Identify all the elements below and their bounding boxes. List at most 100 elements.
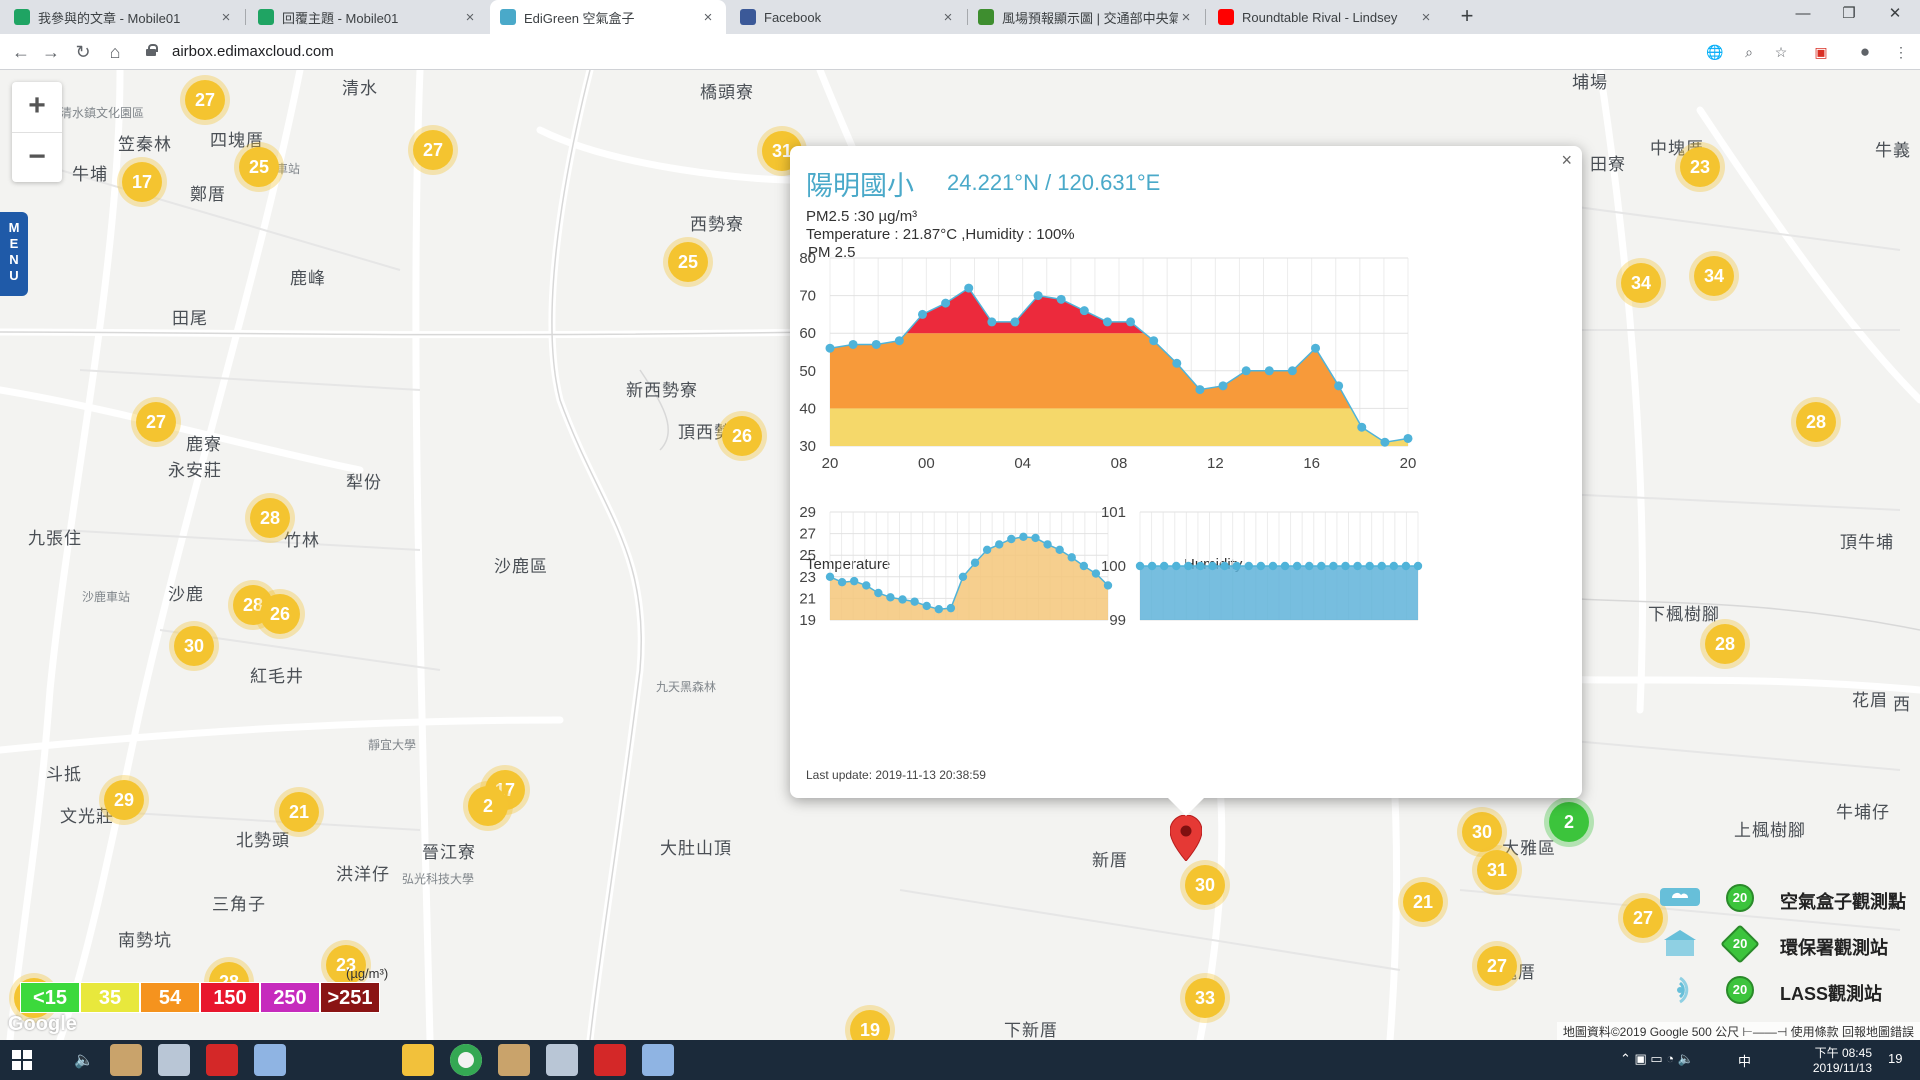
clock-time[interactable]: 下午 08:45	[1814, 1046, 1872, 1060]
browser-toolbar: ← → ↻ ⌂ airbox.edimaxcloud.com 🌐 ⌕ ☆ ▣ ●…	[0, 34, 1920, 70]
menu-dots-icon[interactable]: ⋮	[1894, 44, 1908, 60]
clock-date[interactable]: 2019/11/13	[1812, 1061, 1872, 1075]
volume-icon[interactable]: 🔈	[74, 1052, 94, 1069]
temperature-chart-title: Temperature	[806, 556, 891, 573]
station-cluster[interactable]: 34	[1694, 256, 1734, 296]
address-bar[interactable]: airbox.edimaxcloud.com	[136, 38, 1696, 66]
translate-icon[interactable]: 🌐	[1706, 44, 1724, 60]
station-cluster[interactable]: 25	[239, 147, 279, 187]
station-cluster[interactable]: 27	[1623, 898, 1663, 938]
bookmark-star-icon[interactable]: ☆	[1774, 44, 1788, 60]
tab-close-icon[interactable]: ×	[703, 8, 713, 26]
station-cluster[interactable]: 28	[1796, 402, 1836, 442]
back-icon[interactable]: ←	[12, 42, 30, 62]
extension-icon[interactable]: ▣	[1814, 44, 1828, 60]
station-cluster[interactable]: 21	[279, 792, 319, 832]
minimize-button[interactable]: —	[1795, 5, 1811, 22]
station-cluster[interactable]: 27	[413, 130, 453, 170]
place-label: 西勢寮	[690, 215, 744, 234]
tab-close-icon[interactable]: ×	[1421, 8, 1431, 26]
station-cluster[interactable]: 30	[1462, 812, 1502, 852]
zoom-in-button[interactable]: +	[28, 89, 46, 122]
tab-close-icon[interactable]: ×	[943, 8, 953, 26]
restore-button[interactable]: ❐	[1842, 5, 1856, 22]
legend-badge: 20	[1726, 976, 1754, 1004]
tab-1[interactable]: 我參與的文章 - Mobile01 ×	[4, 0, 244, 34]
new-tab-button[interactable]: +	[1460, 3, 1474, 28]
station-cluster[interactable]: 31	[1477, 850, 1517, 890]
temperature-point	[934, 605, 943, 614]
station-cluster[interactable]: 26	[722, 416, 762, 456]
taskbar-app-icon[interactable]	[498, 1044, 530, 1076]
ime-indicator[interactable]: 中	[1738, 1054, 1752, 1069]
forward-icon[interactable]: →	[42, 42, 60, 62]
reload-icon[interactable]: ↻	[75, 42, 91, 62]
pm25-area-band	[830, 333, 1408, 409]
zoom-out-button[interactable]: −	[12, 132, 62, 182]
station-cluster[interactable]: 17	[122, 162, 162, 202]
taskbar-app-icon[interactable]	[254, 1044, 286, 1076]
tab-4[interactable]: Facebook ×	[730, 0, 966, 34]
station-cluster[interactable]: 21	[1403, 882, 1443, 922]
temperature-point	[910, 597, 919, 606]
place-label: 上楓樹腳	[1734, 821, 1806, 840]
humidity-point	[1159, 561, 1169, 571]
pm25-ytick-label: 70	[799, 288, 816, 305]
station-cluster[interactable]: 33	[1185, 978, 1225, 1018]
tab-close-icon[interactable]: ×	[1181, 8, 1191, 26]
tab-3[interactable]: EdiGreen 空氣盒子 ×	[490, 0, 726, 34]
place-label: 牛埔	[72, 165, 108, 184]
file-explorer-icon[interactable]	[402, 1044, 434, 1076]
tab-close-icon[interactable]: ×	[221, 8, 231, 26]
popup-charts: 30 40 50 60 70 80 20 00 04 08 12 16 20 19 21 23 25 27 29 99…	[799, 250, 1423, 629]
station-cluster[interactable]: 26	[260, 594, 300, 634]
taskbar-app-icon[interactable]	[642, 1044, 674, 1076]
place-label: 大雅區	[1502, 839, 1556, 858]
station-cluster[interactable]: 30	[174, 626, 214, 666]
temperature-point	[874, 588, 883, 598]
taskbar-app-icon[interactable]	[158, 1044, 190, 1076]
taskbar-app-icon[interactable]	[546, 1044, 578, 1076]
menu-tab-label: MENU	[8, 220, 20, 283]
humidity-point	[1232, 561, 1241, 571]
taskbar-app-icon[interactable]	[110, 1044, 142, 1076]
station-cluster[interactable]: 30	[1185, 865, 1225, 905]
station-cluster[interactable]: 27	[1477, 946, 1517, 986]
tab-5[interactable]: 風場預報顯示圖 | 交通部中央氣象 ×	[968, 0, 1204, 34]
station-legend: 20 空氣盒子觀測點 20 環保署觀測站 20 LASS觀測站	[1660, 878, 1920, 1016]
windows-start-icon[interactable]	[12, 1050, 32, 1070]
place-label: 犁份	[346, 473, 382, 492]
station-cluster-green[interactable]: 2	[1549, 802, 1589, 842]
station-cluster[interactable]: 23	[1680, 147, 1720, 187]
station-cluster[interactable]: 29	[104, 780, 144, 820]
close-window-button[interactable]: ✕	[1888, 5, 1902, 22]
home-icon[interactable]: ⌂	[109, 42, 121, 62]
chrome-icon[interactable]	[450, 1044, 482, 1076]
station-cluster[interactable]: 27	[136, 402, 176, 442]
notification-count[interactable]: 19	[1888, 1051, 1903, 1066]
zoom-icon[interactable]: ⌕	[1745, 44, 1753, 60]
menu-tab[interactable]: MENU	[0, 212, 28, 296]
station-cluster[interactable]: 34	[1621, 263, 1661, 303]
station-cluster[interactable]: 25	[668, 242, 708, 282]
station-cluster[interactable]: 2	[468, 786, 508, 826]
map-attribution[interactable]: 地圖資料©2019 Google 500 公尺 ⊢——⊣ 使用條款 回報地圖錯誤	[1556, 1022, 1920, 1040]
station-cluster[interactable]: 19	[850, 1010, 890, 1040]
station-cluster[interactable]: 28	[250, 498, 290, 538]
taskbar-app-icon[interactable]	[594, 1044, 626, 1076]
station-cluster[interactable]: 27	[185, 80, 225, 120]
profile-icon[interactable]: ●	[1859, 42, 1871, 61]
tray-icons[interactable]: ⌃ ▣ ▭ ◔ 🔈	[1620, 1051, 1694, 1066]
location-pin-icon[interactable]	[1170, 815, 1202, 861]
station-cluster[interactable]: 28	[1705, 624, 1745, 664]
tab-6[interactable]: Roundtable Rival - Lindsey ×	[1208, 0, 1444, 34]
popup-close-button[interactable]: ×	[1561, 150, 1572, 170]
station-cluster[interactable]: 23	[326, 945, 366, 985]
temperature-point	[898, 595, 907, 604]
tab-2[interactable]: 回覆主題 - Mobile01 ×	[248, 0, 488, 34]
tab-close-icon[interactable]: ×	[465, 8, 475, 26]
place-label: 清水	[342, 79, 378, 98]
pm25-xtick-label: 04	[1014, 455, 1031, 472]
taskbar-app-icon[interactable]	[206, 1044, 238, 1076]
tab-title: Roundtable Rival - Lindsey	[1242, 9, 1398, 25]
